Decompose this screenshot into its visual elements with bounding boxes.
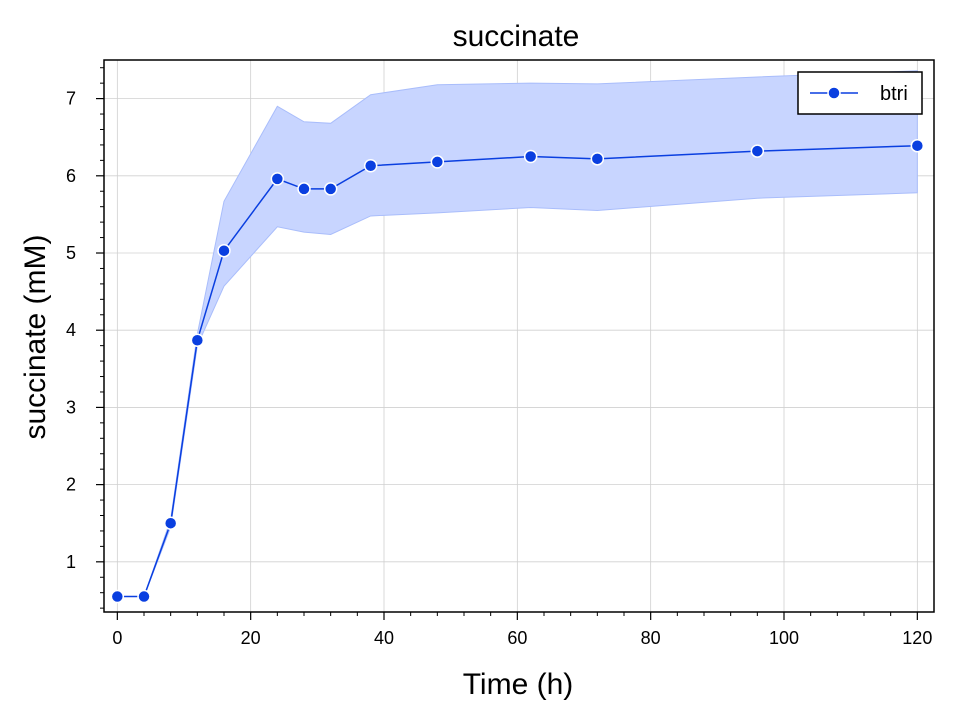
legend-marker [827, 86, 841, 100]
confidence-band [117, 70, 918, 598]
chart-title: succinate [453, 20, 580, 53]
y-tick-label: 4 [66, 320, 76, 340]
data-point [217, 243, 231, 258]
data-point [297, 182, 311, 196]
x-tick-label: 80 [641, 628, 661, 648]
data-point [910, 138, 925, 153]
data-points [110, 138, 925, 604]
x-tick-label: 60 [507, 628, 527, 648]
legend: btri [797, 71, 923, 115]
legend-label: btri [880, 83, 908, 105]
data-point [323, 182, 338, 196]
data-point [590, 152, 605, 166]
data-point [523, 149, 538, 164]
y-tick-label: 5 [66, 243, 76, 263]
legend-box [797, 71, 923, 115]
x-tick-label: 40 [374, 628, 394, 648]
y-tick-label: 1 [66, 552, 76, 572]
data-point [750, 144, 765, 158]
y-tick-label: 3 [66, 397, 76, 417]
plot-frame [103, 59, 935, 613]
y-tick-label: 7 [66, 89, 76, 109]
x-tick-label: 0 [112, 628, 122, 648]
x-tick-label: 120 [902, 628, 932, 648]
data-point [163, 516, 178, 530]
data-point [137, 589, 151, 604]
series-band-btri [117, 70, 918, 598]
data-point [270, 172, 285, 186]
series-line-btri [117, 144, 918, 598]
x-tick-label: 100 [769, 628, 799, 648]
data-point [190, 333, 205, 347]
x-axis-label: Time (h) [463, 668, 574, 701]
y-axis-label: succinate (mM) [19, 234, 52, 439]
y-tick-label: 6 [66, 166, 76, 186]
x-tick-label: 20 [241, 628, 261, 648]
data-point [430, 155, 445, 169]
data-point [110, 589, 125, 604]
y-tick-label: 2 [66, 475, 76, 495]
series-lines [117, 144, 918, 598]
axis-ticks: 0 20 40 60 80 100 120 1 2 3 4 5 6 7 [66, 67, 932, 648]
data-point [363, 159, 378, 173]
